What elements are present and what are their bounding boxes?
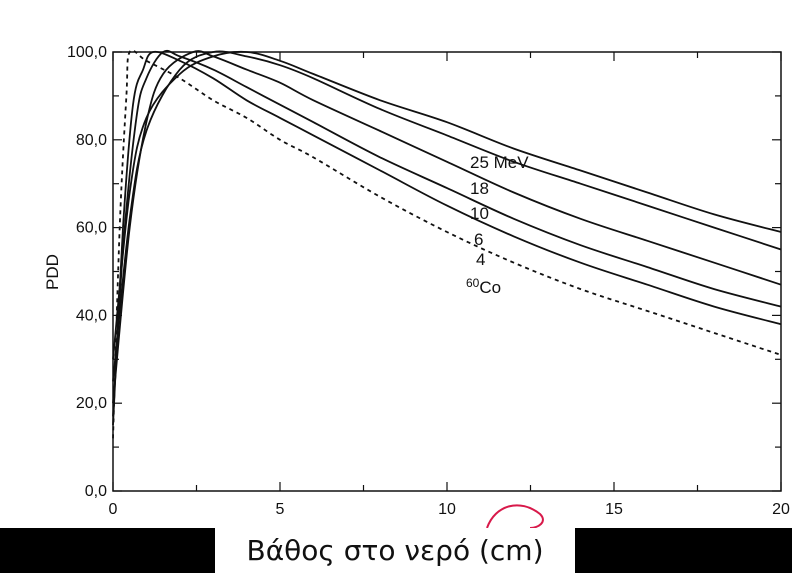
y-tick-label: 80,0 <box>76 132 107 149</box>
pdd-chart: PDD 0 5 10 15 20 0,0 20,0 40,0 60,0 80,0 100,0 25 … <box>43 44 790 529</box>
series-label-3: 6 <box>474 230 483 249</box>
plot-frame <box>112 51 782 492</box>
series-line-4 <box>112 50 782 426</box>
series-line-0 <box>112 50 782 360</box>
series-lines <box>112 49 782 439</box>
series-line-1 <box>112 50 782 382</box>
x-tick-label: 0 <box>109 501 118 518</box>
series-label-4: 4 <box>476 250 485 269</box>
series-label-2: 10 <box>470 204 489 223</box>
y-axis-label: PDD <box>43 254 62 290</box>
y-tick-label: 100,0 <box>67 44 107 61</box>
y-tick-label: 60,0 <box>76 220 107 237</box>
series-line-3 <box>112 49 782 417</box>
axis-ticks: 0 5 10 15 20 0,0 20,0 40,0 60,0 80,0 100,0 <box>67 44 790 518</box>
x-axis-caption: Βάθος στο νερό (cm) <box>246 534 544 567</box>
x-tick-label: 10 <box>438 501 456 518</box>
series-labels: 25 MeV 18 10 64 60Co <box>466 153 529 297</box>
y-tick-label: 40,0 <box>76 307 107 324</box>
pen-mark-icon <box>486 504 544 529</box>
chart-panel: PDD 0 5 10 15 20 0,0 20,0 40,0 60,0 80,0 100,0 25 … <box>0 0 792 529</box>
series-line-5 <box>112 49 782 439</box>
caption-bar: Βάθος στο νερό (cm) <box>215 528 575 573</box>
x-tick-label: 5 <box>276 501 285 518</box>
y-tick-label: 0,0 <box>85 483 107 500</box>
y-tick-label: 20,0 <box>76 395 107 412</box>
series-label-0: 25 MeV <box>470 153 529 172</box>
series-label-1: 18 <box>470 179 489 198</box>
x-tick-label: 15 <box>605 501 623 518</box>
series-line-2 <box>112 50 782 404</box>
series-label-5: 60Co <box>466 276 501 297</box>
x-tick-label: 20 <box>772 501 790 518</box>
